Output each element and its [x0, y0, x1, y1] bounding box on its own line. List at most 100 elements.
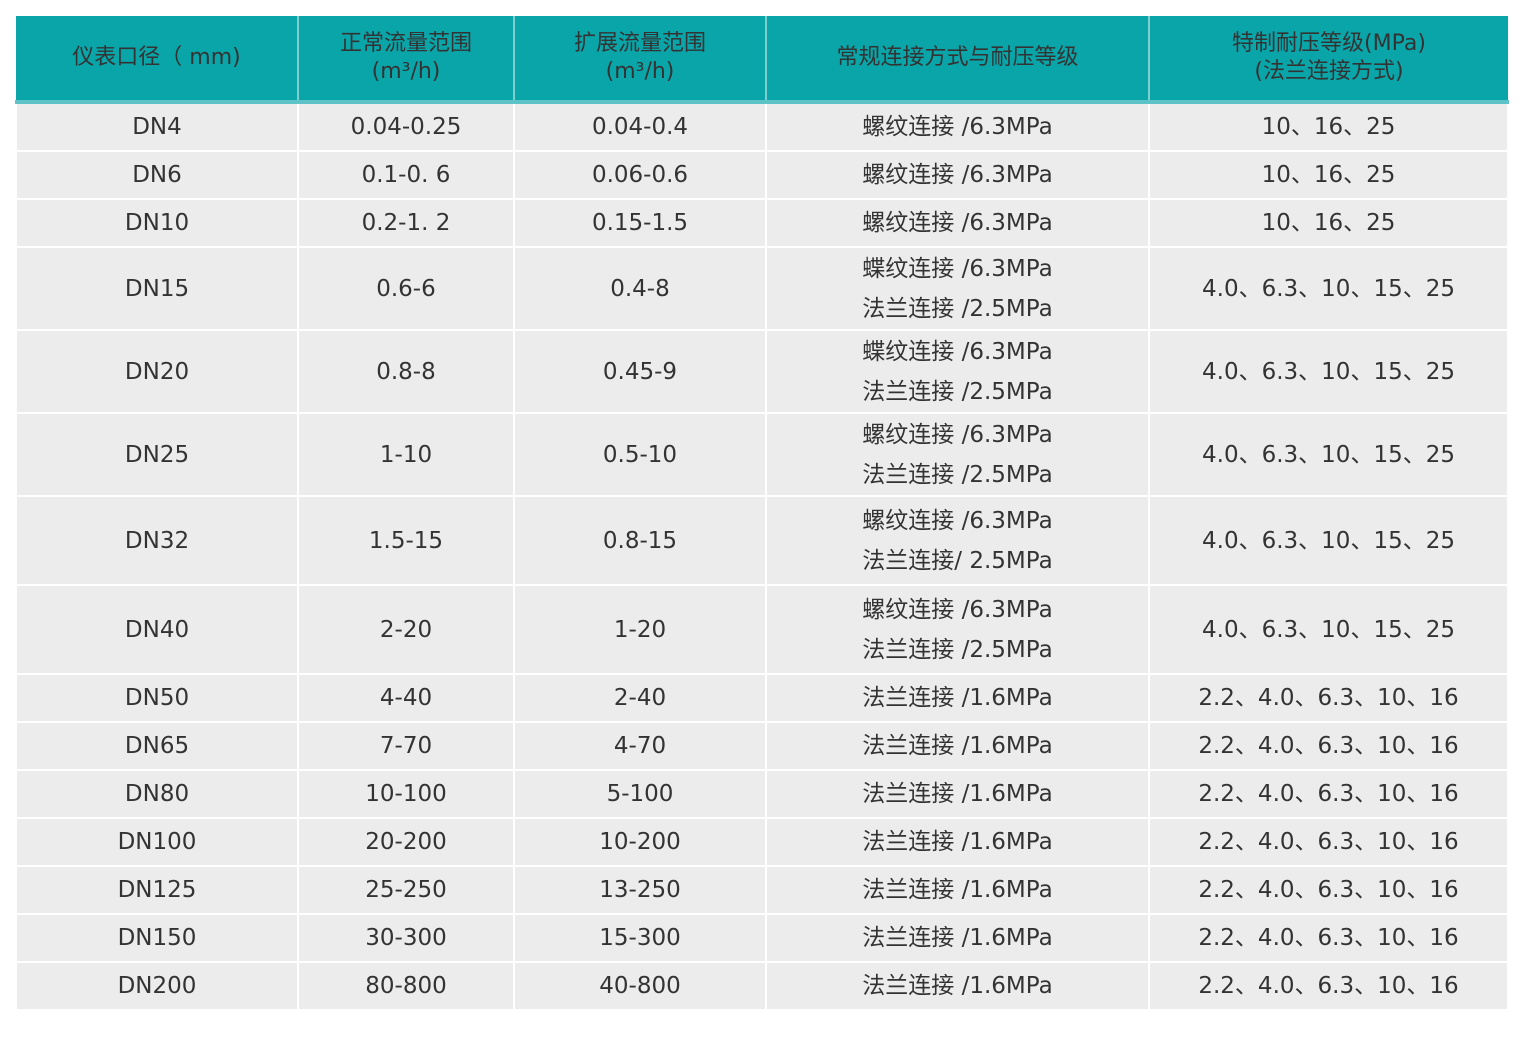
cell-conn: 法兰连接 /1.6MPa — [765, 913, 1150, 963]
cell-conn: 法兰连接 /1.6MPa — [765, 961, 1150, 1011]
connection-line: 法兰连接/ 2.5MPa — [862, 547, 1053, 574]
header-diameter: 仪表口径（ mm) — [16, 16, 299, 104]
connection-line: 法兰连接 /1.6MPa — [862, 829, 1053, 855]
cell-dn: DN25 — [15, 412, 299, 497]
cell-dn: DN40 — [15, 584, 299, 675]
cell-dn: DN6 — [15, 150, 299, 200]
spec-table: 仪表口径（ mm) 正常流量范围 (m³/h) 扩展流量范围 (m³/h) 常规连接方式与… — [15, 16, 1509, 1011]
cell-conn: 螺纹连接 /6.3MPa — [765, 101, 1150, 152]
cell-dn: DN65 — [15, 721, 299, 771]
cell-ext: 0.5-10 — [513, 412, 767, 497]
connection-line: 法兰连接 /1.6MPa — [862, 877, 1053, 903]
cell-ext: 0.15-1.5 — [513, 198, 767, 248]
cell-dn: DN15 — [15, 246, 299, 331]
header-row: 仪表口径（ mm) 正常流量范围 (m³/h) 扩展流量范围 (m³/h) 常规连接方式与… — [16, 16, 1508, 104]
cell-normal: 80-800 — [297, 961, 515, 1011]
table-row: DN32 1.5-15 0.8-15 螺纹连接 /6.3MPa 法兰连接/ 2.5MPa… — [15, 495, 1509, 586]
cell-special: 2.2、4.0、6.3、10、16 — [1148, 817, 1509, 867]
cell-dn: DN20 — [15, 329, 299, 414]
header-text: (m³/h) — [371, 59, 441, 84]
cell-dn: DN4 — [15, 101, 299, 152]
connection-line: 法兰连接 /1.6MPa — [862, 781, 1053, 807]
cell-ext: 4-70 — [513, 721, 767, 771]
cell-conn: 螺纹连接 /6.3MPa — [765, 150, 1150, 200]
connection-line: 螺纹连接 /6.3MPa — [862, 162, 1053, 188]
cell-special: 2.2、4.0、6.3、10、16 — [1148, 673, 1509, 723]
cell-conn: 螺纹连接 /6.3MPa 法兰连接 /2.5MPa — [765, 412, 1150, 497]
cell-normal: 10-100 — [297, 769, 515, 819]
cell-special: 10、16、25 — [1148, 101, 1509, 152]
cell-dn: DN125 — [15, 865, 299, 915]
table-row: DN65 7-70 4-70 法兰连接 /1.6MPa 2.2、4.0、6.3、10、1… — [15, 721, 1509, 771]
cell-normal: 1-10 — [297, 412, 515, 497]
cell-ext: 40-800 — [513, 961, 767, 1011]
cell-normal: 4-40 — [297, 673, 515, 723]
connection-line: 螺纹连接 /6.3MPa — [862, 210, 1053, 236]
header-normal-flow: 正常流量范围 (m³/h) — [298, 16, 515, 104]
cell-ext: 0.45-9 — [513, 329, 767, 414]
header-text: 正常流量范围 — [339, 31, 472, 56]
cell-conn: 法兰连接 /1.6MPa — [765, 865, 1150, 915]
cell-special: 2.2、4.0、6.3、10、16 — [1148, 961, 1509, 1011]
cell-normal: 30-300 — [297, 913, 515, 963]
table-row: DN200 80-800 40-800 法兰连接 /1.6MPa 2.2、4.0、6.3… — [15, 961, 1509, 1011]
cell-normal: 2-20 — [297, 584, 515, 675]
header-text: 扩展流量范围 — [573, 31, 706, 56]
header-connection: 常规连接方式与耐压等级 — [766, 16, 1150, 104]
table-row: DN80 10-100 5-100 法兰连接 /1.6MPa 2.2、4.0、6.3、1… — [15, 769, 1509, 819]
cell-dn: DN150 — [15, 913, 299, 963]
table-row: DN150 30-300 15-300 法兰连接 /1.6MPa 2.2、4.0、6.3… — [15, 913, 1509, 963]
connection-line: 蝶纹连接 /6.3MPa — [862, 338, 1053, 365]
connection-line: 螺纹连接 /6.3MPa — [862, 114, 1053, 140]
cell-conn: 螺纹连接 /6.3MPa 法兰连接/ 2.5MPa — [765, 495, 1150, 586]
header-text: 仪表口径（ mm) — [72, 45, 241, 70]
connection-line: 法兰连接 /2.5MPa — [862, 378, 1053, 405]
cell-conn: 法兰连接 /1.6MPa — [765, 817, 1150, 867]
cell-normal: 0.1-0. 6 — [297, 150, 515, 200]
header-text: 常规连接方式与耐压等级 — [836, 45, 1079, 70]
header-text: 特制耐压等级(MPa) — [1232, 31, 1426, 56]
cell-dn: DN32 — [15, 495, 299, 586]
cell-special: 4.0、6.3、10、15、25 — [1148, 584, 1509, 675]
cell-normal: 0.8-8 — [297, 329, 515, 414]
cell-dn: DN100 — [15, 817, 299, 867]
cell-ext: 0.06-0.6 — [513, 150, 767, 200]
cell-conn: 螺纹连接 /6.3MPa — [765, 198, 1150, 248]
table-row: DN20 0.8-8 0.45-9 蝶纹连接 /6.3MPa 法兰连接 /2.5MPa 4… — [15, 329, 1509, 414]
cell-special: 2.2、4.0、6.3、10、16 — [1148, 721, 1509, 771]
connection-line: 法兰连接 /1.6MPa — [862, 733, 1053, 759]
header-text: (m³/h) — [605, 59, 675, 84]
connection-line: 蝶纹连接 /6.3MPa — [862, 255, 1053, 282]
cell-special: 4.0、6.3、10、15、25 — [1148, 329, 1509, 414]
connection-line: 螺纹连接 /6.3MPa — [862, 421, 1053, 448]
cell-conn: 法兰连接 /1.6MPa — [765, 769, 1150, 819]
cell-ext: 2-40 — [513, 673, 767, 723]
cell-normal: 1.5-15 — [297, 495, 515, 586]
header-extended-flow: 扩展流量范围 (m³/h) — [514, 16, 767, 104]
connection-line: 法兰连接 /2.5MPa — [862, 295, 1053, 322]
cell-dn: DN200 — [15, 961, 299, 1011]
table-row: DN40 2-20 1-20 螺纹连接 /6.3MPa 法兰连接 /2.5MPa 4.0、… — [15, 584, 1509, 675]
table-row: DN100 20-200 10-200 法兰连接 /1.6MPa 2.2、4.0、6.3… — [15, 817, 1509, 867]
cell-conn: 蝶纹连接 /6.3MPa 法兰连接 /2.5MPa — [765, 246, 1150, 331]
table-row: DN25 1-10 0.5-10 螺纹连接 /6.3MPa 法兰连接 /2.5MPa 4.… — [15, 412, 1509, 497]
cell-ext: 0.04-0.4 — [513, 101, 767, 152]
cell-normal: 0.6-6 — [297, 246, 515, 331]
cell-special: 2.2、4.0、6.3、10、16 — [1148, 913, 1509, 963]
connection-line: 法兰连接 /2.5MPa — [862, 461, 1053, 488]
cell-ext: 1-20 — [513, 584, 767, 675]
cell-ext: 0.8-15 — [513, 495, 767, 586]
connection-line: 法兰连接 /1.6MPa — [862, 685, 1053, 711]
cell-dn: DN10 — [15, 198, 299, 248]
connection-line: 螺纹连接 /6.3MPa — [862, 596, 1053, 623]
cell-conn: 法兰连接 /1.6MPa — [765, 721, 1150, 771]
connection-line: 法兰连接 /2.5MPa — [862, 636, 1053, 663]
cell-special: 10、16、25 — [1148, 150, 1509, 200]
table-row: DN125 25-250 13-250 法兰连接 /1.6MPa 2.2、4.0、6.3… — [15, 865, 1509, 915]
cell-normal: 25-250 — [297, 865, 515, 915]
table-row: DN4 0.04-0.25 0.04-0.4 螺纹连接 /6.3MPa 10、16、25 — [15, 101, 1509, 152]
table-row: DN10 0.2-1. 2 0.15-1.5 螺纹连接 /6.3MPa 10、16、25 — [15, 198, 1509, 248]
cell-normal: 7-70 — [297, 721, 515, 771]
cell-conn: 螺纹连接 /6.3MPa 法兰连接 /2.5MPa — [765, 584, 1150, 675]
header-text: (法兰连接方式) — [1254, 59, 1404, 84]
